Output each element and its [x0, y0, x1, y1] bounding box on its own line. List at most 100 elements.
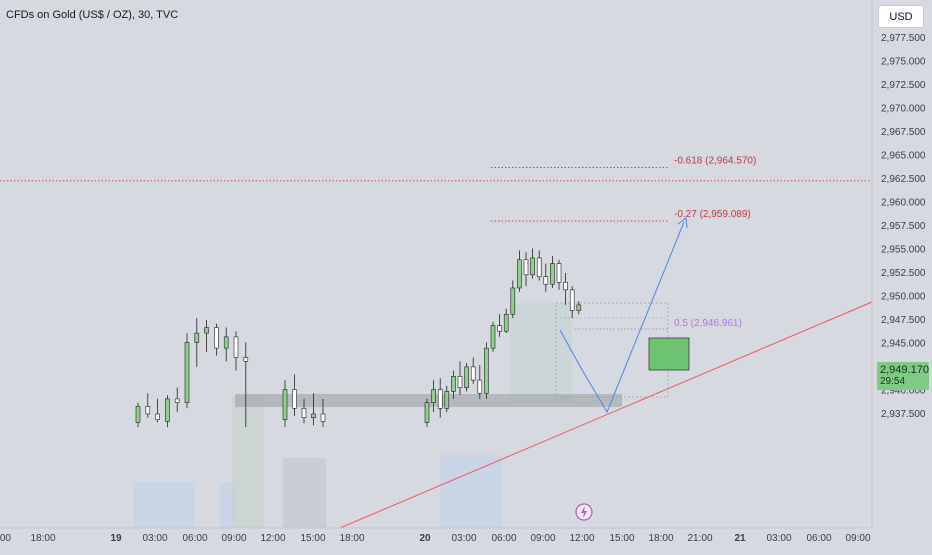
fib-label-618: -0.618 (2,964.570): [674, 156, 756, 167]
candle-bear: [214, 327, 219, 349]
y-tick-label: 2,967.500: [881, 127, 926, 138]
candle-bear: [556, 263, 562, 283]
y-tick-label: 2,950.000: [881, 292, 926, 303]
y-tick-label: 2,972.500: [881, 80, 926, 91]
candle-bull: [311, 413, 316, 419]
candle-bear: [437, 389, 443, 409]
x-tick-label: 06:00: [806, 533, 831, 544]
candle-bull: [503, 313, 509, 332]
x-tick-label: 18:00: [30, 533, 55, 544]
x-tick-label: 09:00: [845, 533, 870, 544]
candle-bull: [184, 342, 190, 403]
candle-bear: [174, 398, 180, 403]
fib-label-5: 0.5 (2,946.961): [674, 318, 742, 329]
chart-title: CFDs on Gold (US$ / OZ), 30, TVC: [6, 9, 179, 21]
y-tick-label: 2,952.500: [881, 268, 926, 279]
y-tick-label: 2,960.000: [881, 198, 926, 209]
candle-bear: [569, 289, 575, 311]
plot-background: [0, 0, 872, 528]
y-tick-label: 2,957.500: [881, 221, 926, 232]
y-tick-label: 2,965.000: [881, 151, 926, 162]
candle-bear: [301, 407, 307, 418]
y-tick-label: 2,977.500: [881, 33, 926, 44]
fib-label-27: -0.27 (2,959.089): [674, 209, 751, 220]
candle-bear: [536, 257, 542, 277]
lightning-icon: [575, 503, 593, 521]
x-tick-label: 20: [419, 533, 431, 544]
candle-bear: [543, 276, 549, 285]
session-zone: [133, 482, 195, 528]
candle-bull: [517, 259, 522, 289]
candle-bull: [550, 263, 555, 285]
x-tick-label: 03:00: [766, 533, 791, 544]
x-tick-label: 18:00: [648, 533, 673, 544]
candle-bull: [444, 391, 450, 409]
x-tick-label: 21: [734, 533, 746, 544]
candle-bear: [477, 379, 483, 394]
candle-bear: [563, 282, 568, 291]
candle-bear: [470, 366, 476, 381]
candle-bear: [523, 259, 529, 276]
current-price: 2,949.170: [880, 364, 929, 376]
candle-bull: [431, 389, 436, 403]
candle-bull: [451, 376, 456, 392]
candle-bear: [320, 413, 326, 422]
x-tick-label: 12:00: [569, 533, 594, 544]
candle-bull: [194, 332, 200, 343]
bar-countdown: 29:54: [880, 376, 906, 387]
candle-bear: [292, 389, 297, 409]
y-tick-label: 2,975.000: [881, 57, 926, 68]
lightning-icon-bolt: [581, 506, 587, 518]
candle-bull: [510, 287, 516, 315]
candle-bull: [484, 347, 489, 394]
candle-bear: [155, 413, 160, 420]
target-zone-box: [648, 337, 690, 371]
candle-bear: [233, 336, 239, 358]
candle-bear: [457, 376, 463, 388]
current-price-badge: 2,949.170 29:54: [877, 362, 929, 390]
projection-path: [559, 221, 685, 414]
supply-demand-zone: [235, 394, 622, 407]
projection-arrowhead: [677, 217, 688, 229]
candle-bull: [165, 398, 170, 422]
fib-range-box: [555, 302, 669, 398]
session-zone: [232, 396, 264, 528]
candle-bull: [204, 327, 209, 334]
y-tick-label: 2,970.000: [881, 104, 926, 115]
candle-bear: [145, 406, 151, 415]
candle-bull: [576, 304, 582, 311]
candle-bull: [135, 406, 141, 423]
y-tick-label: 2,937.500: [881, 409, 926, 420]
candle-bull: [223, 336, 229, 349]
x-tick-label: 09:00: [530, 533, 555, 544]
x-tick-label: 21:00: [687, 533, 712, 544]
x-tick-label: 09:00: [221, 533, 246, 544]
candle-bull: [282, 389, 288, 420]
x-tick-label: 15:00: [609, 533, 634, 544]
x-tick-label: 03:00: [142, 533, 167, 544]
session-zone: [440, 455, 502, 528]
x-tick-label: 19: [110, 533, 122, 544]
trendline: [339, 301, 873, 529]
candle-bear: [497, 325, 502, 332]
y-tick-label: 2,945.000: [881, 339, 926, 350]
candle-bull: [490, 325, 496, 349]
x-tick-label: 06:00: [491, 533, 516, 544]
session-zone: [283, 458, 326, 528]
session-zone: [220, 482, 235, 528]
y-tick-label: 2,955.000: [881, 245, 926, 256]
x-tick-label: 18:00: [339, 533, 364, 544]
x-tick-label: 15:00: [300, 533, 325, 544]
candle-bear: [243, 357, 249, 362]
candle-bull: [530, 257, 535, 276]
session-zone: [510, 303, 572, 403]
x-tick-label: 03:00: [451, 533, 476, 544]
y-tick-label: 2,947.500: [881, 315, 926, 326]
candle-bull: [424, 402, 430, 423]
currency-button[interactable]: USD: [878, 5, 924, 28]
x-tick-label: :00: [0, 533, 11, 544]
candle-bull: [464, 366, 469, 388]
x-tick-label: 12:00: [260, 533, 285, 544]
